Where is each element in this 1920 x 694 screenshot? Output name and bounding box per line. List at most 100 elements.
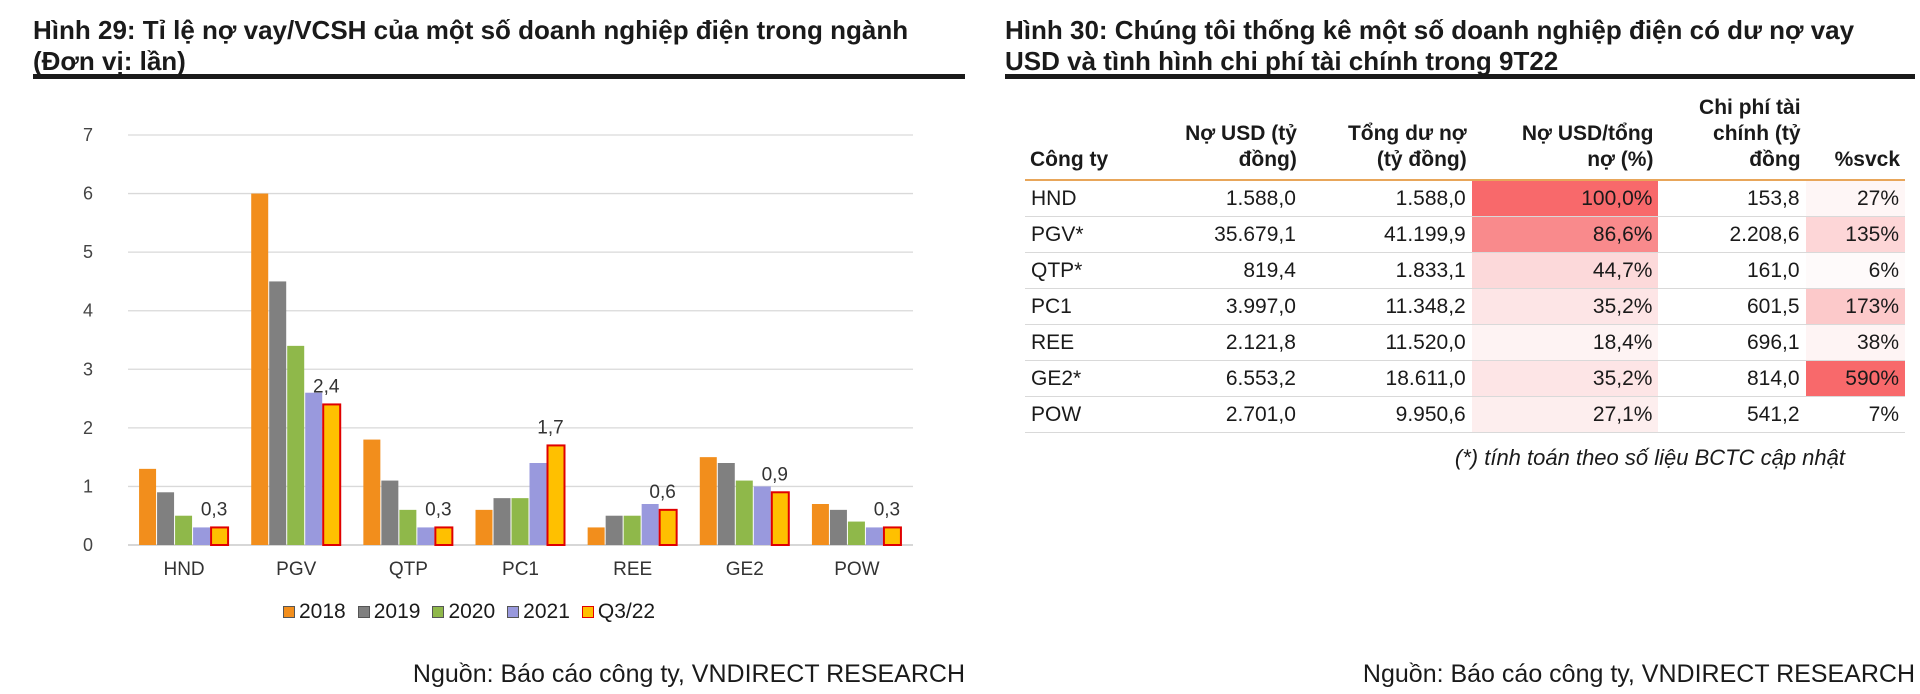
table-header-row: Công ty Nợ USD (tỷ đồng) Tổng dư nợ (tỷ đồ… [1025, 95, 1905, 180]
legend-swatch [357, 606, 370, 618]
y-tick-label: 0 [83, 535, 93, 555]
figure-30-title-line2: USD và tình hình chi phí tài chính trong… [1005, 46, 1559, 76]
cell-yoy: 6% [1805, 252, 1905, 289]
bar-2018 [251, 193, 269, 546]
bar-2019 [493, 498, 511, 545]
bar-2019 [157, 492, 175, 545]
bar-2021 [865, 527, 883, 545]
cell-fin-cost: 2.208,6 [1658, 216, 1806, 253]
cell-ratio: 35,2% [1471, 360, 1659, 397]
legend-label: 2019 [373, 600, 421, 623]
cell-ratio: 100,0% [1471, 180, 1659, 217]
bar-2020 [623, 515, 641, 545]
bar-q3-22 [322, 403, 342, 546]
bar-2018 [699, 457, 717, 545]
bar-2019 [829, 509, 847, 545]
cell-fin-cost: 153,8 [1658, 180, 1806, 217]
bar-q3-22 [658, 508, 678, 547]
cell-ratio: 18,4% [1471, 324, 1659, 361]
bar-2020 [287, 345, 305, 545]
bar-2018 [811, 504, 829, 545]
legend-label: Q3/22 [597, 600, 656, 623]
cell-company: HND [1025, 180, 1142, 217]
data-label: 1,7 [537, 417, 563, 438]
data-label: 2,4 [313, 376, 340, 397]
legend-item: 2021 [507, 600, 570, 624]
bar-2020 [735, 480, 753, 545]
figure-29-title-rule [33, 74, 965, 79]
x-category-label: PC1 [502, 559, 539, 580]
cell-yoy: 7% [1805, 396, 1905, 433]
data-label: 0,6 [649, 482, 675, 503]
cell-ratio: 27,1% [1471, 396, 1659, 433]
y-tick-label: 6 [83, 184, 93, 204]
table-row: GE2* 6.553,2 18.611,0 35,2% 814,0 590% [1025, 360, 1905, 397]
x-category-label: HND [163, 559, 204, 580]
bar-chart: 0 1 2 3 4 5 6 7 0,3 HND 2,4 PGV 0,3 QTP 1,7 PC1 0,6 REE 0,… [83, 125, 913, 580]
bar-2019 [717, 463, 735, 545]
data-label: 0,3 [201, 499, 227, 520]
legend-swatch [581, 606, 594, 618]
cell-total-debt: 18.611,0 [1301, 360, 1472, 397]
figure-29-source: Nguồn: Báo cáo công ty, VNDIRECT RESEARC… [412, 660, 965, 688]
bar-2020 [847, 521, 865, 545]
bar-2020 [175, 515, 193, 545]
y-tick-label: 3 [83, 359, 93, 379]
cell-yoy: 590% [1805, 360, 1905, 397]
cell-total-debt: 11.520,0 [1301, 324, 1472, 361]
cell-ratio: 44,7% [1471, 252, 1659, 289]
x-category-label: REE [613, 559, 652, 580]
y-tick-label: 1 [83, 476, 93, 496]
legend-item: 2018 [283, 600, 346, 624]
cell-yoy: 173% [1805, 288, 1905, 325]
table-row: HND 1.588,0 1.588,0 100,0% 153,8 27% [1025, 180, 1905, 217]
bar-q3-22 [546, 444, 566, 546]
bar-q3-22 [882, 526, 902, 546]
bar-2020 [511, 498, 529, 545]
y-tick-label: 2 [83, 418, 93, 438]
cell-usd-debt: 35.679,1 [1141, 216, 1302, 253]
header-company: Công ty [1030, 148, 1109, 171]
table-row: POW 2.701,0 9.950,6 27,1% 541,2 7% [1025, 396, 1905, 433]
bar-2021 [753, 486, 771, 545]
bar-2021 [641, 504, 659, 545]
header-ratio: Nợ USD/tổng nợ (%) [1521, 122, 1654, 171]
bar-q3-22 [434, 526, 454, 546]
cell-usd-debt: 3.997,0 [1141, 288, 1302, 325]
figure-30-title-rule [1005, 74, 1915, 79]
bar-2021 [305, 392, 323, 545]
cell-total-debt: 9.950,6 [1301, 396, 1472, 433]
y-tick-label: 7 [83, 125, 93, 145]
cell-total-debt: 41.199,9 [1301, 216, 1472, 253]
bar-2021 [417, 527, 435, 545]
bar-2019 [381, 480, 399, 545]
cell-yoy: 27% [1805, 180, 1905, 217]
cell-company: GE2* [1025, 360, 1142, 397]
legend-swatch [507, 606, 520, 618]
table-row: REE 2.121,8 11.520,0 18,4% 696,1 38% [1025, 324, 1905, 361]
legend-label: 2020 [448, 600, 496, 623]
x-category-label: QTP [389, 559, 428, 580]
cell-usd-debt: 1.588,0 [1141, 180, 1302, 217]
cell-usd-debt: 6.553,2 [1141, 360, 1302, 397]
table-row: PC1 3.997,0 11.348,2 35,2% 601,5 173% [1025, 288, 1905, 325]
figure-30-title-line1: Hình 30: Chúng tôi thống kê một số doanh… [1005, 15, 1855, 45]
cell-total-debt: 1.833,1 [1301, 252, 1472, 289]
table-row: PGV* 35.679,1 41.199,9 86,6% 2.208,6 135% [1025, 216, 1905, 253]
legend-item: 2020 [432, 600, 495, 624]
data-label: 0,3 [874, 499, 900, 520]
cell-usd-debt: 2.701,0 [1141, 396, 1302, 433]
cell-company: PGV* [1025, 216, 1142, 253]
bar-2018 [363, 439, 381, 545]
legend-swatch [432, 606, 445, 618]
cell-fin-cost: 814,0 [1658, 360, 1806, 397]
bar-q3-22 [210, 526, 230, 546]
legend-item: Q3/22 [581, 600, 656, 624]
cell-fin-cost: 696,1 [1658, 324, 1806, 361]
figure-29-panel: Hình 29: Tỉ lệ nợ vay/VCSH của một số do… [33, 0, 965, 694]
figure-29-title-line1: Hình 29: Tỉ lệ nợ vay/VCSH của một số do… [33, 15, 909, 45]
debt-table: Công ty Nợ USD (tỷ đồng) Tổng dư nợ (tỷ đồ… [1025, 95, 1905, 433]
bar-q3-22 [770, 491, 790, 546]
cell-company: POW [1025, 396, 1142, 433]
bar-2019 [605, 515, 623, 545]
